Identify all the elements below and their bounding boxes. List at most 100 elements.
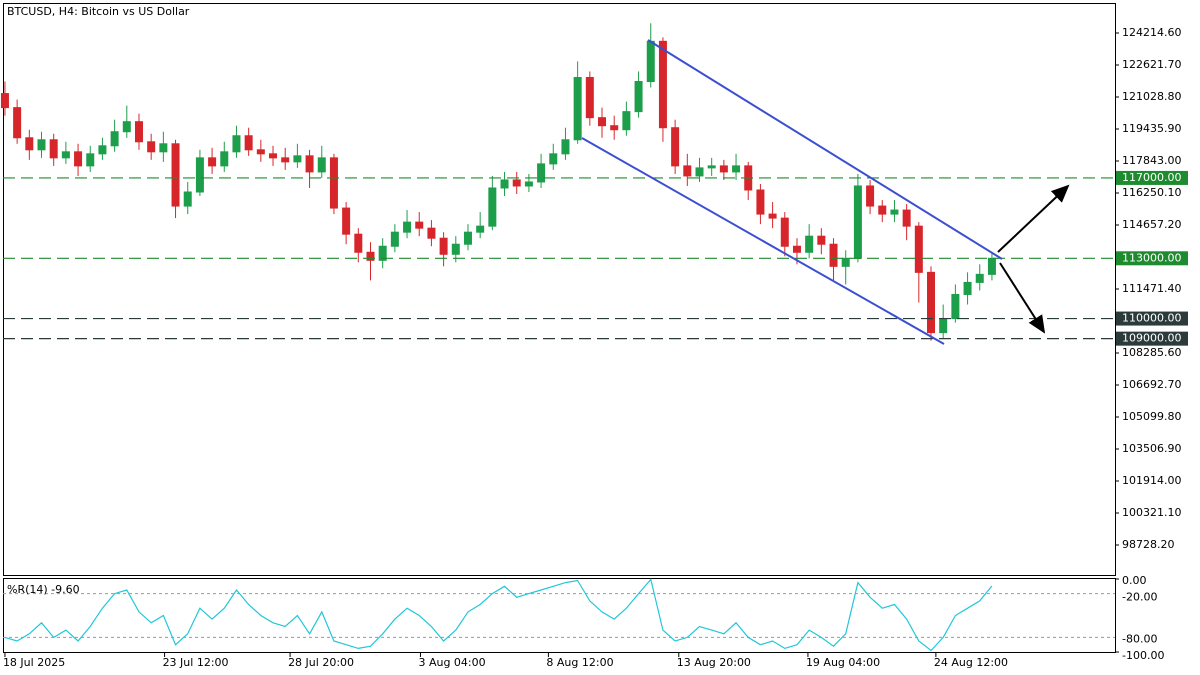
candle-body <box>134 121 143 143</box>
y-tick-label: 114657.20 <box>1122 218 1182 231</box>
candle-body <box>610 125 619 131</box>
y-tick-label: 105099.80 <box>1122 410 1182 423</box>
candle-body <box>488 187 497 227</box>
candle-body <box>622 111 631 131</box>
y-tick-label: 103506.90 <box>1122 442 1182 455</box>
candle-body <box>49 139 58 159</box>
candle-body <box>415 221 424 229</box>
x-tick-label: 3 Aug 04:00 <box>418 656 485 669</box>
candle-body <box>707 165 716 169</box>
candle-body <box>500 179 509 189</box>
candle-body <box>878 205 887 215</box>
candle-body <box>244 135 253 151</box>
y-tick-label: -20.00 <box>1122 591 1157 604</box>
candle-body <box>208 157 217 167</box>
candle-body <box>768 213 777 219</box>
candle-body <box>927 271 936 334</box>
candle-body <box>732 165 741 173</box>
y-tick-label: 111471.40 <box>1122 282 1182 295</box>
candle-body <box>939 318 948 334</box>
indicator-pane <box>3 578 1116 653</box>
candle-body <box>86 153 95 167</box>
candle-body <box>439 237 448 255</box>
candle-body <box>975 273 984 283</box>
candle-body <box>220 151 229 167</box>
x-tick-label: 23 Jul 12:00 <box>163 656 229 669</box>
chart-title: BTCUSD, H4: Bitcoin vs US Dollar <box>7 5 190 18</box>
candle-body <box>342 207 351 235</box>
candle-body <box>695 167 704 177</box>
candle-body <box>561 139 570 155</box>
candle-body <box>171 143 180 207</box>
y-tick-label: 121028.80 <box>1122 90 1182 103</box>
y-tick-label: 116250.10 <box>1122 186 1182 199</box>
level-label: 113000.00 <box>1122 251 1182 264</box>
channel-lower <box>581 137 945 345</box>
candle-body <box>378 245 387 261</box>
candle-body <box>658 40 667 129</box>
candle-body <box>646 40 655 83</box>
candle-body <box>634 81 643 113</box>
arrow-down <box>999 262 1046 334</box>
candle-body <box>573 76 582 141</box>
level-label-box <box>1116 251 1188 266</box>
candle-body <box>183 191 192 207</box>
main-pane <box>3 3 1116 576</box>
x-tick-label: 8 Aug 12:00 <box>546 656 613 669</box>
level-label-box <box>1116 170 1188 185</box>
indicator-label: %R(14) -9.60 <box>7 583 80 596</box>
candle-body <box>269 153 278 159</box>
channel <box>581 39 1003 345</box>
y-tick-label: 0.00 <box>1122 574 1147 587</box>
y-tick-label: 117843.00 <box>1122 154 1182 167</box>
candle-body <box>293 155 302 163</box>
candle-body <box>853 185 862 259</box>
candle-body <box>671 127 680 167</box>
candle-body <box>256 149 265 155</box>
candle-body <box>683 165 692 177</box>
candle-body <box>890 209 899 215</box>
y-tick-label: 122621.70 <box>1122 58 1182 71</box>
candle-body <box>74 151 83 167</box>
candle-body <box>902 209 911 227</box>
candle-body <box>585 76 594 119</box>
candle-body <box>512 179 521 187</box>
candle-body <box>329 157 338 209</box>
candle-body <box>841 257 850 267</box>
y-tick-label: 98728.20 <box>1122 538 1175 551</box>
candle-body <box>0 93 9 109</box>
candle-body <box>122 121 131 133</box>
x-tick-label: 24 Aug 12:00 <box>934 656 1008 669</box>
x-tick-label: 19 Aug 04:00 <box>806 656 880 669</box>
level-label: 110000.00 <box>1122 312 1182 325</box>
candle-body <box>159 143 168 153</box>
candle-body <box>524 181 533 187</box>
wpr-line <box>4 578 993 652</box>
candle-body <box>317 157 326 173</box>
candle-body <box>110 131 119 147</box>
candle-body <box>403 221 412 233</box>
level-label: 117000.00 <box>1122 171 1182 184</box>
candle-body <box>451 243 460 255</box>
candle-body <box>719 165 728 173</box>
candle-body <box>792 245 801 253</box>
candle-body <box>537 163 546 183</box>
y-tick-label: 106692.70 <box>1122 378 1182 391</box>
candle-body <box>817 235 826 245</box>
candle-body <box>390 231 399 247</box>
candle-body <box>914 225 923 273</box>
y-tick-label: -80.00 <box>1122 632 1157 645</box>
candle-body <box>354 233 363 253</box>
candle-body <box>366 251 375 261</box>
candle-body <box>61 151 70 159</box>
y-tick-label: -100.00 <box>1122 649 1164 662</box>
candle-body <box>756 189 765 215</box>
x-tick-label: 28 Jul 20:00 <box>288 656 354 669</box>
x-tick-label: 13 Aug 20:00 <box>677 656 751 669</box>
candle-body <box>427 227 436 239</box>
candle-body <box>951 293 960 320</box>
candle-body <box>463 231 472 245</box>
level-label-box <box>1116 331 1188 346</box>
level-label-box <box>1116 311 1188 326</box>
